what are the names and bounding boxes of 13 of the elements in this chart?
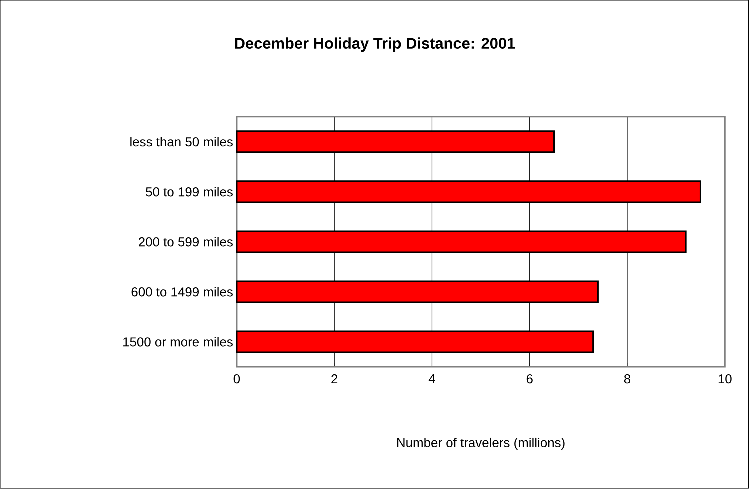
y-tick-label: 200 to 599 miles <box>139 237 233 247</box>
x-tick-label: 4 <box>428 374 436 384</box>
y-tick-label: 50 to 199 miles <box>146 187 233 197</box>
x-tick-label: 6 <box>526 374 533 384</box>
x-tick-label: 8 <box>624 374 631 384</box>
x-tick-label: 2 <box>332 374 338 384</box>
y-tick-label: 600 to 1499 miles <box>132 287 233 297</box>
chart-title: December Holiday Trip Distance: 2001 <box>235 38 516 52</box>
x-tick-label: 0 <box>234 374 240 384</box>
y-tick-label: 1500 or more miles <box>124 337 233 347</box>
y-tick-label: less than 50 miles <box>130 137 233 147</box>
x-axis-title: Number of travelers (millions) <box>398 438 565 450</box>
x-tick-label: 10 <box>718 374 732 384</box>
